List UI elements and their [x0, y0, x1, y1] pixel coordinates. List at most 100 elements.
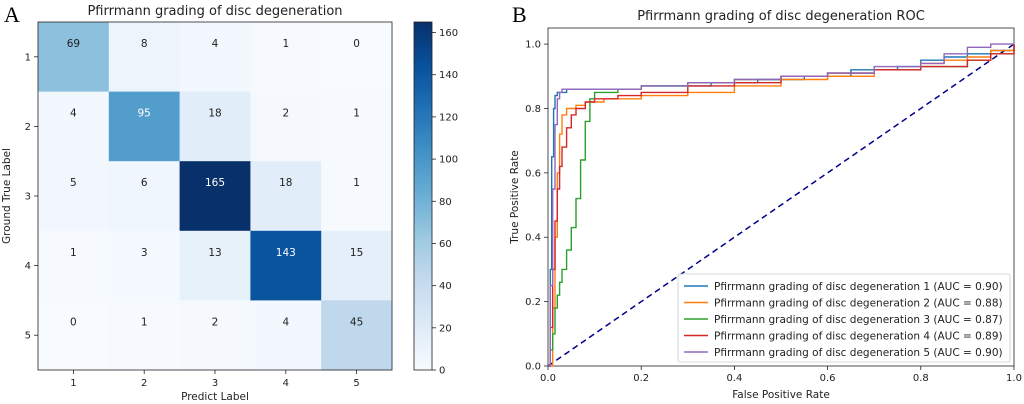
roc-legend-entry: Pfirrmann grading of disc degeneration 5…	[714, 347, 1003, 359]
cm-cell	[179, 91, 251, 162]
cm-cell	[250, 161, 322, 232]
cm-cell	[250, 91, 322, 162]
roc-xtick-label: 1.0	[1006, 373, 1022, 384]
colorbar-tick-label: 100	[439, 155, 458, 166]
cm-cells: 69 8 4 1 04 95 18 2 15 6 165 18 11 3 13 143 150 1 2 4 45	[38, 22, 393, 371]
roc-xtick-label: 0.2	[633, 373, 649, 384]
cm-xtick-label: 4	[283, 378, 289, 389]
colorbar-tick-label: 60	[439, 239, 452, 250]
cm-cell	[108, 230, 181, 301]
cm-ytick-label: 2	[25, 122, 31, 133]
cm-cell-value: 1	[70, 247, 77, 259]
cm-cell-value: 1	[282, 38, 289, 50]
roc-xlabel: False Positive Rate	[732, 389, 830, 401]
roc-legend: Pfirrmann grading of disc degeneration 1…	[677, 273, 1011, 363]
roc-legend-box	[677, 273, 1011, 363]
colorbar-tick-label: 160	[439, 28, 458, 39]
roc-series-line-4	[548, 44, 1015, 367]
cm-cell-value: 18	[208, 108, 221, 120]
cm-cell	[321, 161, 393, 232]
cm-cell-value: 6	[141, 177, 148, 189]
colorbar-gradient	[413, 21, 433, 371]
cm-ytick-label: 5	[25, 331, 31, 342]
roc-ytick-label: 0.2	[525, 297, 541, 308]
roc-frame	[547, 27, 1015, 367]
colorbar: 0 20 40 60 80 100 120 140 160	[413, 21, 458, 377]
confusion-matrix: Pfirrmann grading of disc degeneration 6…	[1, 4, 393, 403]
cm-cell	[108, 91, 181, 162]
roc-legend-entry: Pfirrmann grading of disc degeneration 4…	[714, 330, 1003, 342]
cm-cell-value: 95	[138, 108, 151, 120]
cm-cell-value: 4	[70, 108, 77, 120]
cm-cell	[179, 161, 251, 232]
cm-y-ticks: 1 2 3 4 5	[25, 52, 38, 342]
cm-cell	[108, 22, 181, 93]
cm-cell-value: 0	[70, 316, 77, 328]
cm-cell	[179, 22, 251, 93]
roc-chart: Pfirrmann grading of disc degeneration R…	[509, 9, 1022, 401]
cm-xtick-label: 2	[141, 378, 147, 389]
cm-cell-value: 8	[141, 38, 148, 50]
cm-cell	[321, 91, 393, 162]
roc-ytick-label: 0.6	[525, 168, 541, 179]
cm-cell	[108, 161, 181, 232]
roc-ylabel: True Positive Rate	[509, 150, 521, 245]
roc-xtick-label: 0.6	[820, 373, 836, 384]
cm-title: Pfirrmann grading of disc degeneration	[87, 4, 342, 19]
cm-cell	[321, 300, 393, 371]
panel-letter-a: A	[4, 2, 20, 27]
cm-ytick-label: 1	[25, 52, 31, 63]
roc-ytick-label: 0.8	[525, 104, 541, 115]
cm-ylabel: Ground True Label	[1, 148, 13, 244]
roc-ticks: 0.0 0.2 0.4 0.6 0.8 1.0 0.0 0.2 0.4 0.6 0.8 1.0	[525, 40, 1022, 384]
panel-letter-b: B	[512, 2, 527, 27]
cm-cell-value: 2	[282, 108, 289, 120]
cm-cell-value: 15	[350, 247, 363, 259]
cm-cell	[38, 300, 110, 371]
cm-ytick-label: 3	[25, 192, 31, 203]
roc-xtick-label: 0.0	[540, 373, 556, 384]
colorbar-tick-label: 0	[439, 366, 445, 377]
cm-cell	[250, 230, 322, 301]
roc-legend-entry: Pfirrmann grading of disc degeneration 2…	[714, 297, 1003, 309]
cm-cell	[108, 300, 181, 371]
cm-cell-value: 45	[350, 316, 363, 328]
cm-cell-value: 18	[279, 177, 292, 189]
cm-cell-value: 4	[212, 38, 219, 50]
cm-cell	[250, 300, 322, 371]
cm-cell	[179, 230, 251, 301]
cm-cell	[38, 22, 110, 93]
roc-xtick-label: 0.8	[913, 373, 929, 384]
roc-legend-entry: Pfirrmann grading of disc degeneration 3…	[714, 314, 1003, 326]
colorbar-tick-label: 140	[439, 70, 458, 81]
cm-cell-value: 3	[141, 247, 148, 259]
roc-ytick-label: 0.0	[525, 362, 541, 373]
cm-cell	[250, 22, 322, 93]
cm-xtick-label: 5	[353, 378, 359, 389]
cm-cell-value: 165	[205, 177, 225, 189]
cm-ytick-label: 4	[25, 261, 31, 272]
cm-cell	[321, 230, 393, 301]
cm-cell	[38, 161, 110, 232]
cm-cell	[321, 22, 393, 93]
roc-ytick-label: 1.0	[525, 40, 541, 51]
cm-cell-value: 2	[212, 316, 219, 328]
cm-cell-value: 13	[208, 247, 221, 259]
cm-cell	[179, 300, 251, 371]
colorbar-ticks: 0 20 40 60 80 100 120 140 160	[432, 28, 458, 377]
cm-cell	[38, 91, 110, 162]
cm-xtick-label: 1	[70, 378, 76, 389]
cm-cell-value: 143	[276, 247, 296, 259]
roc-lines	[547, 43, 1015, 367]
cm-x-ticks: 1 2 3 4 5	[70, 370, 360, 389]
cm-cell-value: 4	[282, 316, 289, 328]
colorbar-tick-label: 120	[439, 112, 458, 123]
cm-xtick-label: 3	[212, 378, 218, 389]
roc-xtick-label: 0.4	[726, 373, 742, 384]
cm-cell-value: 0	[353, 38, 360, 50]
cm-cell-value: 69	[67, 38, 80, 50]
cm-cell-value: 5	[70, 177, 77, 189]
cm-cell-value: 1	[353, 177, 360, 189]
colorbar-tick-label: 40	[439, 281, 452, 292]
